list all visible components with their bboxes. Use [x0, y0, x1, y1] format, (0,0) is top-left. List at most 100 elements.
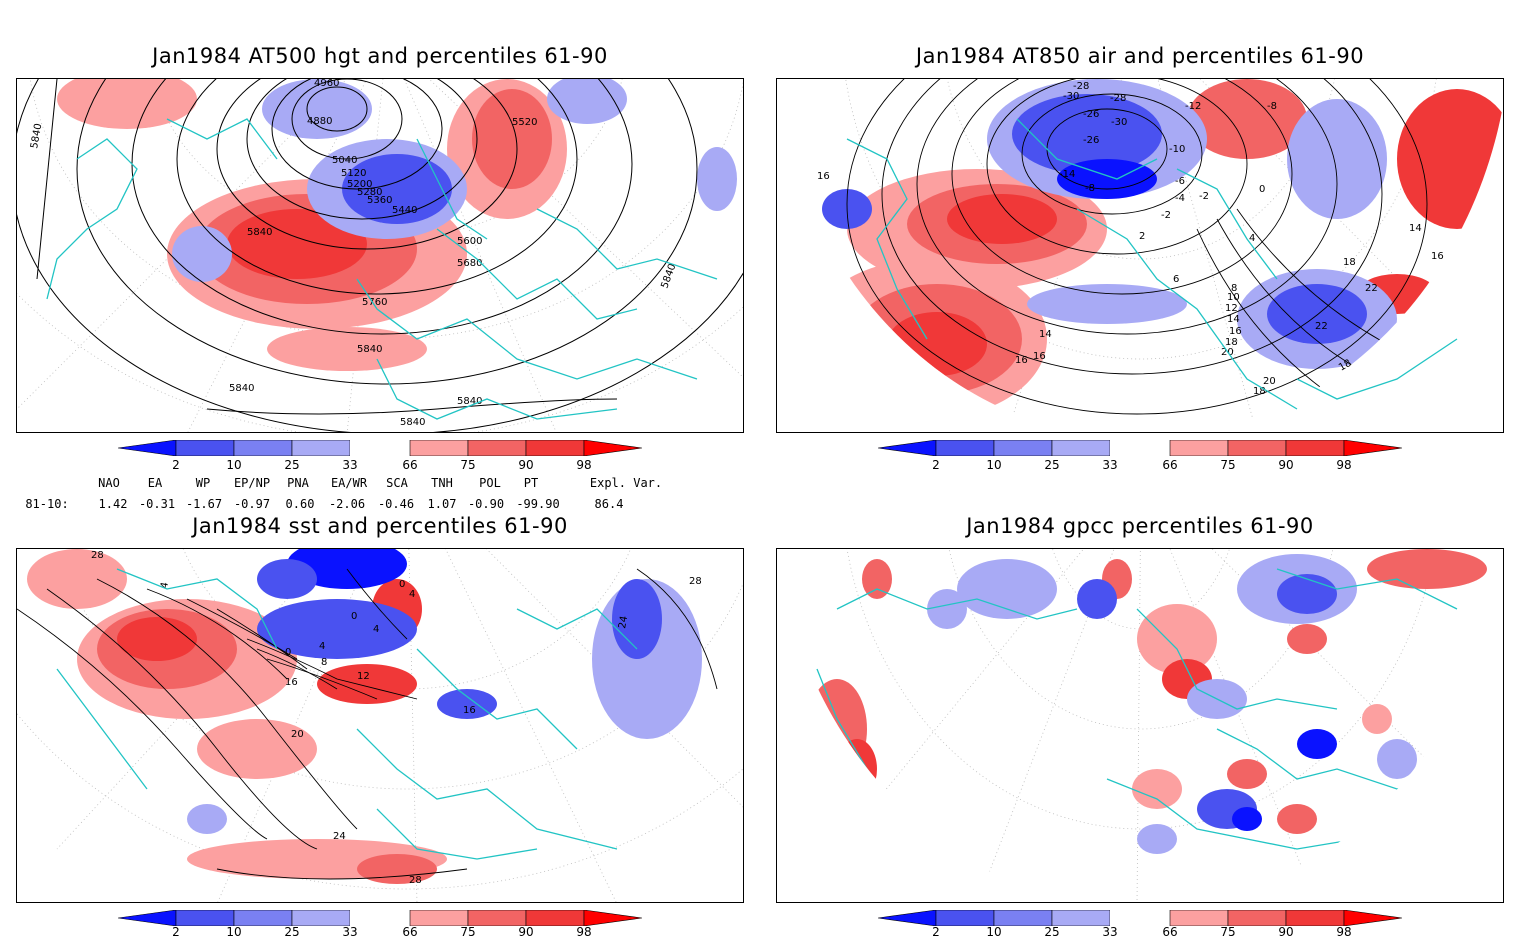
map-gpcc-svg — [807, 549, 1487, 902]
index-header: POL — [479, 476, 501, 490]
contour-label: -28 — [1110, 93, 1126, 104]
anomaly-red — [1227, 759, 1267, 789]
contour-label: 16 — [1229, 326, 1242, 337]
contour-label: 4 — [409, 589, 415, 600]
anomaly-blue — [957, 559, 1057, 619]
colorbar-tick: 90 — [518, 458, 534, 472]
colorbar-gpcc-svg — [877, 909, 1403, 927]
colorbar-air — [877, 439, 1403, 457]
anomaly-red — [27, 549, 127, 609]
colorbar-tick: 75 — [460, 925, 476, 939]
colorbar-tick: 33 — [1102, 458, 1118, 472]
map-hgt-svg: 4960 4880 5040 5120 5200 5280 5360 5440 … — [17, 79, 743, 432]
colorbar-tick: 2 — [932, 458, 940, 472]
panel-title-air: Jan1984 AT850 air and percentiles 61-90 — [915, 44, 1365, 68]
contour-label: 5680 — [457, 258, 482, 269]
contour-label: 4 — [373, 624, 379, 635]
contour-label: 5200 — [347, 179, 372, 190]
contour-label: 5760 — [362, 297, 387, 308]
contour-label: 5600 — [457, 236, 482, 247]
indices-value-row: 81-10: 1.42 -0.31 -1.67 -0.97 0.60 -2.06… — [0, 497, 760, 513]
contour-label: -2 — [1161, 210, 1171, 221]
colorbar-tick: 98 — [576, 458, 592, 472]
anomaly-red — [227, 209, 367, 279]
colorbar-tick: 90 — [1278, 458, 1294, 472]
contour-label: 12 — [1225, 303, 1238, 314]
colorbar-tick: 33 — [342, 925, 358, 939]
contour-label: 20 — [291, 729, 304, 740]
index-header: WP — [195, 476, 211, 490]
contour-label: 14 — [1039, 329, 1052, 340]
anomaly-red — [197, 719, 317, 779]
colorbar-gpcc — [877, 909, 1403, 927]
colorbar-tick: 90 — [518, 925, 534, 939]
contour-label: -28 — [1073, 81, 1089, 92]
anomaly-blue — [697, 147, 737, 211]
contour-label: 8 — [1231, 283, 1237, 294]
anomaly-blue — [187, 804, 227, 834]
contour-label: 16 — [463, 705, 476, 716]
contour-label: 0 — [399, 579, 405, 590]
anomaly-blue — [927, 589, 967, 629]
anomaly-red — [57, 79, 197, 129]
colorbar-tick: 25 — [284, 925, 300, 939]
contour-label: 16 — [1431, 251, 1444, 262]
contour-label: -14 — [1059, 169, 1075, 180]
contour-label: 10 — [1227, 292, 1240, 303]
anomaly-blue — [1287, 99, 1387, 219]
map-sst-svg: 28 0 4 0 4 8 12 16 16 20 24 28 24 28 4 0… — [17, 549, 743, 902]
contour-label: -6 — [1175, 176, 1185, 187]
contour-label: 16 — [817, 171, 830, 182]
colorbar-tick: 10 — [986, 458, 1002, 472]
colorbar-tick: 10 — [226, 458, 242, 472]
index-value: 86.4 — [594, 497, 624, 511]
contour-label: -4 — [1175, 193, 1185, 204]
contour-label: 4 — [1249, 233, 1255, 244]
colorbar-tick: 66 — [402, 458, 418, 472]
anomaly-red — [267, 327, 427, 371]
contour-label: 4 — [159, 581, 171, 589]
colorbar-tick: 25 — [1044, 458, 1060, 472]
anomaly-red — [1367, 549, 1487, 589]
index-value: 0.60 — [285, 497, 315, 511]
map-air-svg: -28 -30 -26 -30 -28 -26 -14 -8 -12 -8 -1… — [807, 79, 1503, 432]
contour-label: 5280 — [357, 187, 382, 198]
anomaly-red — [1362, 704, 1392, 734]
anomaly-red — [887, 312, 987, 376]
contour-label: 5120 — [341, 168, 366, 179]
anomaly-red — [117, 617, 197, 661]
anomaly-red — [317, 664, 417, 704]
index-header: NAO — [98, 476, 120, 490]
anomaly-blue — [257, 559, 317, 599]
anomaly-red — [807, 679, 867, 779]
colorbar-tick: 10 — [986, 925, 1002, 939]
contour-label: -10 — [1169, 144, 1185, 155]
contour-label: 20 — [1263, 376, 1276, 387]
index-header: EA/WR — [330, 476, 368, 490]
colorbar-tick: 75 — [1220, 458, 1236, 472]
anomaly-red — [947, 194, 1057, 244]
colorbar-tick: 98 — [1336, 458, 1352, 472]
contour-label: 0 — [285, 647, 291, 658]
anomaly-blue — [1137, 824, 1177, 854]
anomaly-red — [1132, 769, 1182, 809]
contour-label: -8 — [1085, 183, 1095, 194]
anomaly-red — [1397, 89, 1503, 229]
anomaly-red — [357, 854, 437, 884]
indices-header-row: NAO EA WP EP/NP PNA EA/WR SCA TNH POL PT… — [0, 476, 760, 492]
anomaly-red — [1287, 624, 1327, 654]
index-value: -1.67 — [185, 497, 223, 511]
contour-label: 28 — [689, 576, 702, 587]
contour-label: -26 — [1083, 109, 1099, 120]
contour-label: 4880 — [307, 116, 332, 127]
contour-label: -26 — [1083, 135, 1099, 146]
anomaly-blue — [1297, 729, 1337, 759]
colorbar-tick: 66 — [402, 925, 418, 939]
contour-label: 24 — [617, 615, 630, 629]
index-value: -0.31 — [138, 497, 176, 511]
contour-label: 5840 — [229, 383, 254, 394]
anomaly-red — [1277, 804, 1317, 834]
map-gpcc — [776, 548, 1504, 903]
contour-label: 5520 — [512, 117, 537, 128]
index-row-label: 81-10: — [25, 497, 69, 511]
